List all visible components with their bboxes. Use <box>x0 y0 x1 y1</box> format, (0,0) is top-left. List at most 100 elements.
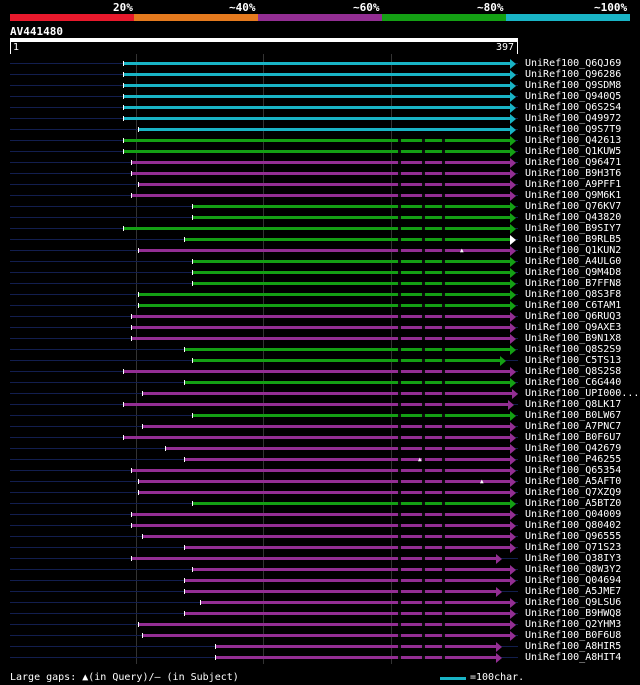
hit-label[interactable]: UniRef100_B7FFN8 <box>525 278 622 289</box>
hit-label[interactable]: UniRef100_B0F6U8 <box>525 630 622 641</box>
hit-label[interactable]: UniRef100_Q49972 <box>525 113 622 124</box>
hit-row[interactable]: UniRef100_B9HWQ8 <box>0 608 640 619</box>
hit-label[interactable]: UniRef100_A5AFT0 <box>525 476 622 487</box>
hit-bar[interactable] <box>131 513 510 516</box>
hit-label[interactable]: UniRef100_Q6RUQ3 <box>525 311 622 322</box>
hit-bar[interactable] <box>123 139 510 142</box>
hit-bar[interactable] <box>184 579 510 582</box>
hit-bar[interactable] <box>138 128 510 131</box>
hit-bar[interactable] <box>123 95 510 98</box>
hit-label[interactable]: UniRef100_B9RLB5 <box>525 234 622 245</box>
hit-row[interactable]: UniRef100_C6TAM1 <box>0 300 640 311</box>
hit-row[interactable]: UniRef100_Q71S23 <box>0 542 640 553</box>
hit-row[interactable]: UniRef100_Q04009 <box>0 509 640 520</box>
hit-row[interactable]: UniRef100_A7PNC7 <box>0 421 640 432</box>
hit-bar[interactable] <box>123 84 510 87</box>
hit-row[interactable]: UniRef100_Q04694 <box>0 575 640 586</box>
hit-row[interactable]: UniRef100_A8HIT4 <box>0 652 640 663</box>
hit-row[interactable]: UniRef100_Q96555 <box>0 531 640 542</box>
hit-bar[interactable] <box>192 502 510 505</box>
hit-bar[interactable] <box>215 645 496 648</box>
hit-bar[interactable] <box>184 238 510 241</box>
hit-label[interactable]: UniRef100_A7PNC7 <box>525 421 622 432</box>
hit-label[interactable]: UniRef100_B9SIY7 <box>525 223 622 234</box>
hit-bar[interactable] <box>131 161 510 164</box>
hit-row[interactable]: UniRef100_Q6RUQ3 <box>0 311 640 322</box>
hit-bar[interactable] <box>131 315 510 318</box>
hit-bar[interactable] <box>138 491 510 494</box>
hit-label[interactable]: UniRef100_Q8LK17 <box>525 399 622 410</box>
hit-label[interactable]: UniRef100_Q43820 <box>525 212 622 223</box>
hit-bar[interactable] <box>215 656 496 659</box>
hit-row[interactable]: UniRef100_C6G440 <box>0 377 640 388</box>
hit-row[interactable]: UniRef100_Q940Q5 <box>0 91 640 102</box>
hit-label[interactable]: UniRef100_B0F6U7 <box>525 432 622 443</box>
hit-row[interactable]: UniRef100_Q8LK17 <box>0 399 640 410</box>
hit-row[interactable]: UniRef100_B9H3T6 <box>0 168 640 179</box>
hit-row[interactable]: UniRef100_A9PFF1 <box>0 179 640 190</box>
hit-bar[interactable] <box>123 436 510 439</box>
hit-row[interactable]: UniRef100_Q7XZQ9 <box>0 487 640 498</box>
hit-bar[interactable] <box>131 557 496 560</box>
hit-row[interactable]: UniRef100_Q9AXE3 <box>0 322 640 333</box>
hit-label[interactable]: UniRef100_Q8W3Y2 <box>525 564 622 575</box>
hit-bar[interactable] <box>123 150 510 153</box>
hit-row[interactable]: UniRef100_B7FFN8 <box>0 278 640 289</box>
hit-bar[interactable] <box>184 612 510 615</box>
hit-label[interactable]: UniRef100_Q04694 <box>525 575 622 586</box>
hit-label[interactable]: UniRef100_Q8S2S8 <box>525 366 622 377</box>
hit-row[interactable]: UniRef100_A8HIR5 <box>0 641 640 652</box>
hit-row[interactable]: UniRef100_Q9LSU6 <box>0 597 640 608</box>
hit-bar[interactable] <box>192 568 510 571</box>
hit-row[interactable]: UniRef100_Q8S3F8 <box>0 289 640 300</box>
hit-label[interactable]: UniRef100_Q96471 <box>525 157 622 168</box>
hit-bar[interactable] <box>138 480 510 483</box>
hit-label[interactable]: UniRef100_Q76KV7 <box>525 201 622 212</box>
hit-row[interactable]: UniRef100_Q6QJ69 <box>0 58 640 69</box>
hit-bar[interactable] <box>138 293 510 296</box>
hit-bar[interactable] <box>131 194 510 197</box>
hit-row[interactable]: UniRef100_B9RLB5 <box>0 234 640 245</box>
hit-row[interactable]: ▲ UniRef100_A5AFT0 <box>0 476 640 487</box>
hit-bar[interactable] <box>192 205 510 208</box>
hit-bar[interactable] <box>192 414 510 417</box>
hit-row[interactable]: UniRef100_A4ULG0 <box>0 256 640 267</box>
hit-bar[interactable] <box>123 106 510 109</box>
hit-row[interactable]: UniRef100_Q80402 <box>0 520 640 531</box>
hit-label[interactable]: UniRef100_B9H3T6 <box>525 168 622 179</box>
hit-row[interactable]: ▲ UniRef100_P46255 <box>0 454 640 465</box>
hit-label[interactable]: UniRef100_Q80402 <box>525 520 622 531</box>
hit-row[interactable]: UniRef100_UPI000... <box>0 388 640 399</box>
hit-label[interactable]: UniRef100_Q9M4D8 <box>525 267 622 278</box>
hit-row[interactable]: UniRef100_Q96471 <box>0 157 640 168</box>
hit-label[interactable]: UniRef100_Q42679 <box>525 443 622 454</box>
hit-bar[interactable] <box>184 546 510 549</box>
hit-label[interactable]: UniRef100_A5BTZ0 <box>525 498 622 509</box>
hit-row[interactable]: UniRef100_Q76KV7 <box>0 201 640 212</box>
hit-bar[interactable] <box>131 337 510 340</box>
hit-bar[interactable] <box>138 249 510 252</box>
hit-row[interactable]: UniRef100_Q9M4D8 <box>0 267 640 278</box>
hit-label[interactable]: UniRef100_Q1KUW5 <box>525 146 622 157</box>
hit-bar[interactable] <box>184 458 510 461</box>
hit-bar[interactable] <box>123 403 508 406</box>
hit-label[interactable]: UniRef100_Q42613 <box>525 135 622 146</box>
hit-bar[interactable] <box>123 227 510 230</box>
hit-label[interactable]: UniRef100_C5TS13 <box>525 355 622 366</box>
hit-label[interactable]: UniRef100_Q1KUN2 <box>525 245 622 256</box>
hit-bar[interactable] <box>192 359 500 362</box>
hit-row[interactable]: UniRef100_B0F6U8 <box>0 630 640 641</box>
hit-bar[interactable] <box>138 304 510 307</box>
hit-label[interactable]: UniRef100_P46255 <box>525 454 622 465</box>
hit-row[interactable]: UniRef100_Q6S2S4 <box>0 102 640 113</box>
hit-bar[interactable] <box>131 524 510 527</box>
hit-row[interactable]: UniRef100_C5TS13 <box>0 355 640 366</box>
hit-label[interactable]: UniRef100_Q96286 <box>525 69 622 80</box>
hit-bar[interactable] <box>131 172 510 175</box>
hit-label[interactable]: UniRef100_Q6S2S4 <box>525 102 622 113</box>
hit-label[interactable]: UniRef100_Q65354 <box>525 465 622 476</box>
hit-label[interactable]: UniRef100_A5JME7 <box>525 586 622 597</box>
hit-label[interactable]: UniRef100_A8HIR5 <box>525 641 622 652</box>
hit-row[interactable]: UniRef100_Q42679 <box>0 443 640 454</box>
hit-bar[interactable] <box>138 183 510 186</box>
